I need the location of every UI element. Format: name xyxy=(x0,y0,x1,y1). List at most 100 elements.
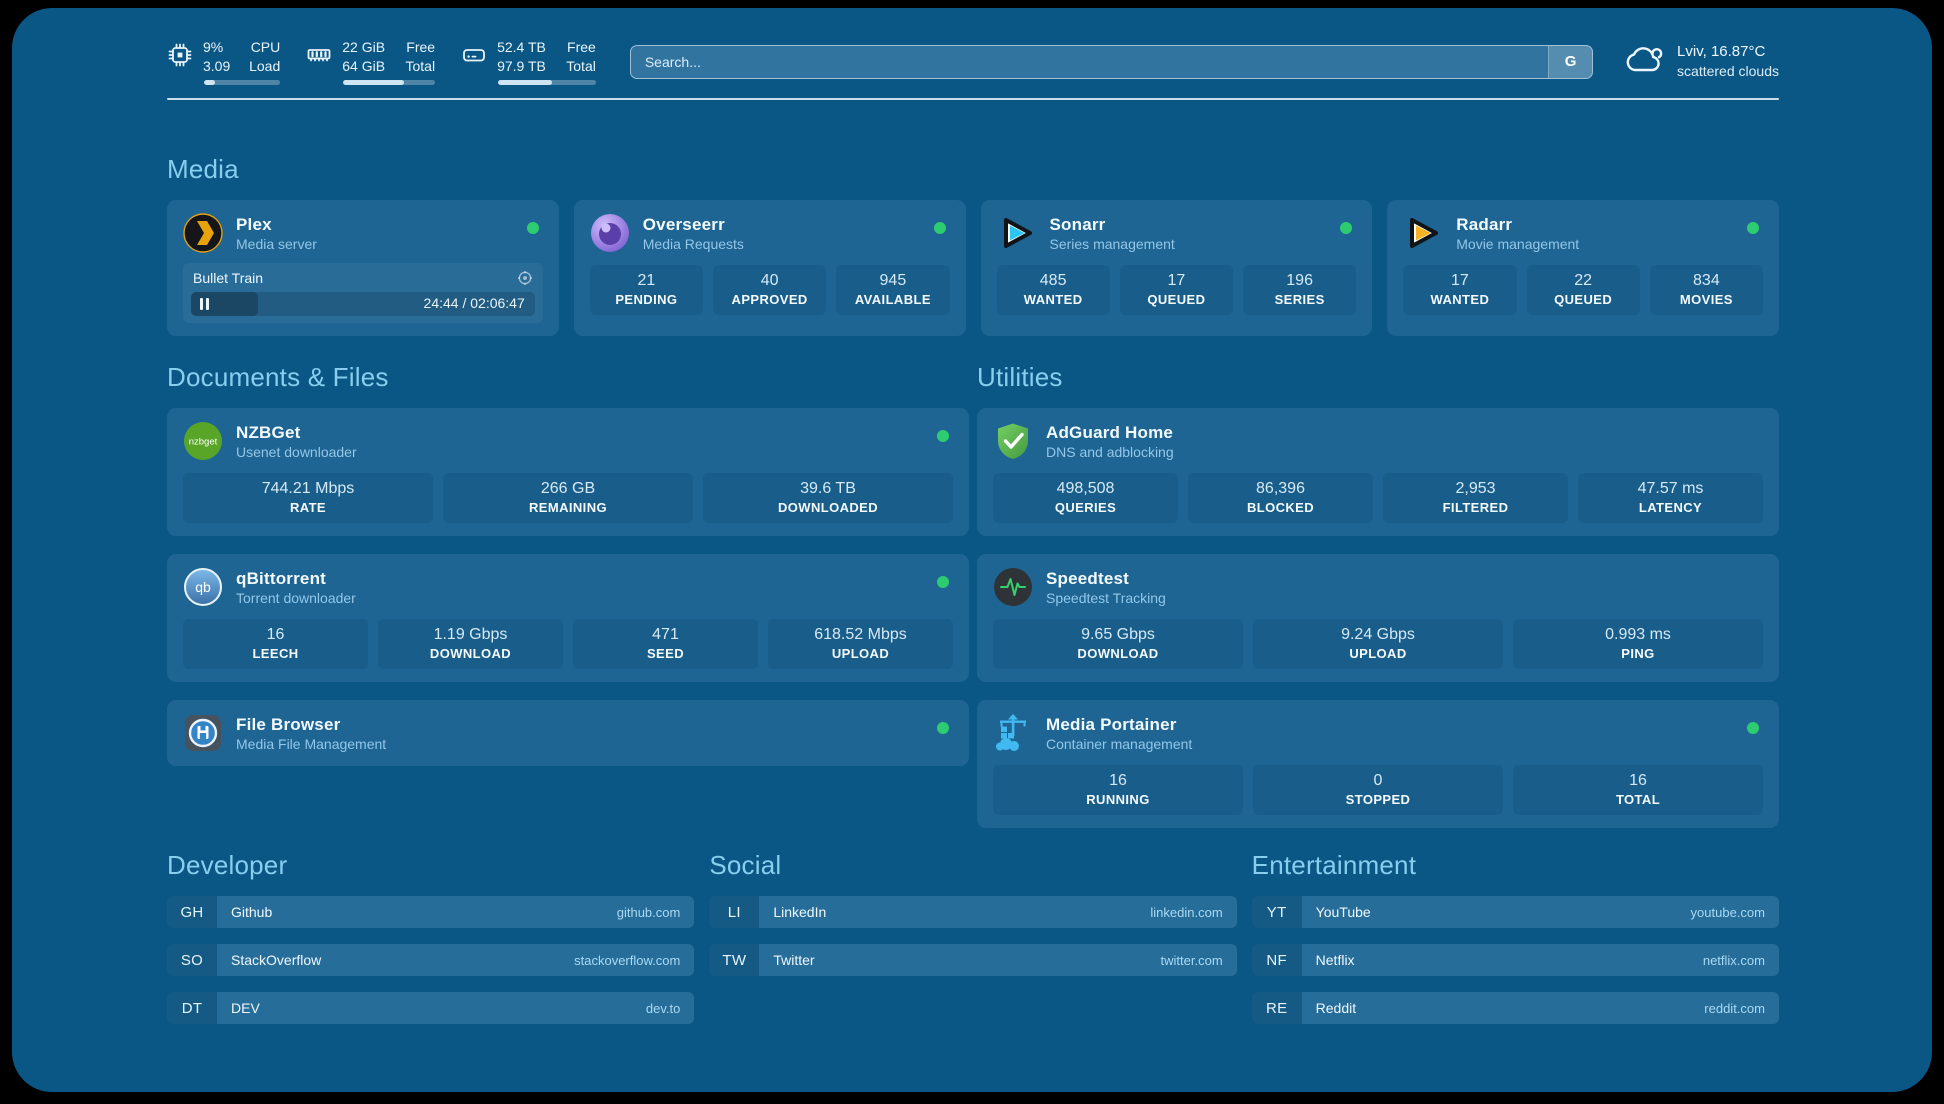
ram-progress-bar xyxy=(343,80,436,85)
status-dot xyxy=(937,430,949,442)
dashboard: 9% 3.09 CPU Load xyxy=(12,8,1932,1092)
documents-column: Documents & Files nzbget NZBGet Usenet d… xyxy=(167,336,969,784)
app-subtitle: Media File Management xyxy=(236,735,387,752)
bookmark-url: twitter.com xyxy=(1160,952,1223,968)
bookmark-abbr: TW xyxy=(709,944,760,976)
disk-total-label: Total xyxy=(566,58,596,74)
media-card-grid: Plex Media server Bullet Train xyxy=(167,200,1779,336)
bookmark-url: reddit.com xyxy=(1704,1000,1765,1016)
bookmark-name: DEV xyxy=(231,1000,260,1016)
stat-box: 17 QUEUED xyxy=(1119,265,1233,315)
stat-box: 1.19 Gbps DOWNLOAD xyxy=(378,619,563,669)
bookmark-netflix[interactable]: NF Netflix netflix.com xyxy=(1251,944,1779,976)
weather-location: Lviv, 16.87°C xyxy=(1677,43,1766,60)
app-name: Plex xyxy=(236,214,272,234)
svg-text:nzbget: nzbget xyxy=(189,437,218,448)
section-title-developer: Developer xyxy=(167,850,288,880)
stat-box: 40 APPROVED xyxy=(713,265,827,315)
filebrowser-icon xyxy=(183,713,223,753)
stat-box: 0.993 ms PING xyxy=(1513,619,1763,669)
radarr-icon xyxy=(1403,213,1443,253)
stream-settings-icon[interactable] xyxy=(517,270,533,286)
section-title-social: Social xyxy=(709,850,782,880)
stream-time: 24:44 / 02:06:47 xyxy=(423,295,525,311)
disk-icon xyxy=(461,42,487,73)
cloud-icon xyxy=(1623,40,1665,83)
stat-box: 9.65 Gbps DOWNLOAD xyxy=(993,619,1243,669)
svg-text:qb: qb xyxy=(195,579,211,595)
weather-condition: scattered clouds xyxy=(1677,63,1779,79)
bookmark-abbr: YT xyxy=(1251,896,1302,928)
stat-box: 47.57 ms LATENCY xyxy=(1578,473,1763,523)
app-card-filebrowser[interactable]: File Browser Media File Management xyxy=(167,700,969,766)
ram-free-label: Free xyxy=(406,39,436,55)
bookmark-abbr: GH xyxy=(167,896,217,928)
app-card-plex[interactable]: Plex Media server Bullet Train xyxy=(167,200,559,336)
header-divider xyxy=(167,98,1779,100)
section-title-utilities: Utilities xyxy=(977,362,1063,392)
stream-progress-bar: 24:44 / 02:06:47 xyxy=(191,292,535,316)
cpu-label: CPU xyxy=(250,39,281,55)
bookmark-youtube[interactable]: YT YouTube youtube.com xyxy=(1251,896,1779,928)
status-dot xyxy=(937,576,949,588)
stat-box: 16 RUNNING xyxy=(993,765,1243,815)
cpu-progress-bar xyxy=(204,80,281,85)
bookmark-twitter[interactable]: TW Twitter twitter.com xyxy=(709,944,1237,976)
app-card-adguard[interactable]: AdGuard Home DNS and adblocking 498,508 … xyxy=(977,408,1779,536)
stat-box: 16 LEECH xyxy=(183,619,368,669)
nzbget-icon: nzbget xyxy=(183,421,223,461)
search-input[interactable] xyxy=(629,44,1594,79)
stat-box: 834 MOVIES xyxy=(1649,265,1763,315)
utilities-column: Utilities AdGuard Home xyxy=(977,336,1779,846)
stat-box: 22 QUEUED xyxy=(1526,265,1640,315)
bookmark-reddit[interactable]: RE Reddit reddit.com xyxy=(1251,992,1779,1024)
status-dot xyxy=(1340,222,1353,234)
bookmark-column-social: Social LI LinkedIn linkedin.com TW Twitt… xyxy=(709,850,1237,1040)
stat-box: 9.24 Gbps UPLOAD xyxy=(1253,619,1503,669)
bookmark-column-developer: Developer GH Github github.com SO StackO… xyxy=(167,850,695,1040)
ram-total-label: Total xyxy=(405,58,436,74)
cpu-usage-value: 9% xyxy=(203,39,224,55)
app-card-radarr[interactable]: Radarr Movie management 17 WANTED 22 QUE… xyxy=(1387,200,1779,336)
status-dot xyxy=(937,722,949,734)
bookmark-dev[interactable]: DT DEV dev.to xyxy=(167,992,695,1024)
cpu-load-label: Load xyxy=(249,58,281,74)
app-subtitle: Media Requests xyxy=(642,235,744,252)
bookmark-abbr: DT xyxy=(167,992,217,1024)
search-provider-button[interactable]: G xyxy=(1548,45,1593,78)
app-card-speedtest[interactable]: Speedtest Speedtest Tracking 9.65 Gbps D… xyxy=(977,554,1779,682)
disk-total-value: 97.9 TB xyxy=(497,58,546,74)
stat-box: 16 TOTAL xyxy=(1513,765,1763,815)
stat-box: 485 WANTED xyxy=(996,265,1110,315)
app-card-sonarr[interactable]: Sonarr Series management 485 WANTED 17 Q… xyxy=(980,200,1373,336)
app-card-qbittorrent[interactable]: qb qBittorrent Torrent downloader 16 LEE… xyxy=(167,554,969,682)
stat-box: 21 PENDING xyxy=(589,265,703,315)
app-name: Media Portainer xyxy=(1046,714,1177,734)
app-card-portainer[interactable]: Media Portainer Container management 16 … xyxy=(977,700,1779,828)
bookmark-abbr: LI xyxy=(709,896,760,928)
bookmark-abbr: SO xyxy=(167,944,217,976)
stat-box: 39.6 TB DOWNLOADED xyxy=(703,473,953,523)
qbittorrent-icon: qb xyxy=(183,567,223,607)
app-subtitle: Torrent downloader xyxy=(236,589,356,606)
bookmark-column-entertainment: Entertainment YT YouTube youtube.com NF … xyxy=(1251,850,1779,1040)
app-card-overseerr[interactable]: Overseerr Media Requests 21 PENDING 40 A… xyxy=(573,200,966,336)
status-dot xyxy=(1747,722,1759,734)
disk-free-label: Free xyxy=(567,39,596,55)
stat-box: 86,396 BLOCKED xyxy=(1188,473,1373,523)
section-title-media: Media xyxy=(167,154,239,184)
bookmark-stackoverflow[interactable]: SO StackOverflow stackoverflow.com xyxy=(167,944,695,976)
bookmark-url: github.com xyxy=(616,904,681,920)
plex-icon xyxy=(183,213,223,253)
bookmark-name: YouTube xyxy=(1315,904,1371,920)
system-monitors: 9% 3.09 CPU Load xyxy=(167,38,596,85)
bookmark-abbr: NF xyxy=(1251,944,1302,976)
bookmark-github[interactable]: GH Github github.com xyxy=(167,896,695,928)
bookmark-linkedin[interactable]: LI LinkedIn linkedin.com xyxy=(709,896,1237,928)
weather-widget: Lviv, 16.87°C scattered clouds xyxy=(1623,40,1779,83)
ram-free-value: 22 GiB xyxy=(342,39,386,55)
stat-box: 196 SERIES xyxy=(1243,265,1357,315)
app-card-nzbget[interactable]: nzbget NZBGet Usenet downloader 744.21 M… xyxy=(167,408,969,536)
portainer-icon xyxy=(993,713,1033,753)
ram-widget: 22 GiB 64 GiB Free Total xyxy=(306,38,436,85)
